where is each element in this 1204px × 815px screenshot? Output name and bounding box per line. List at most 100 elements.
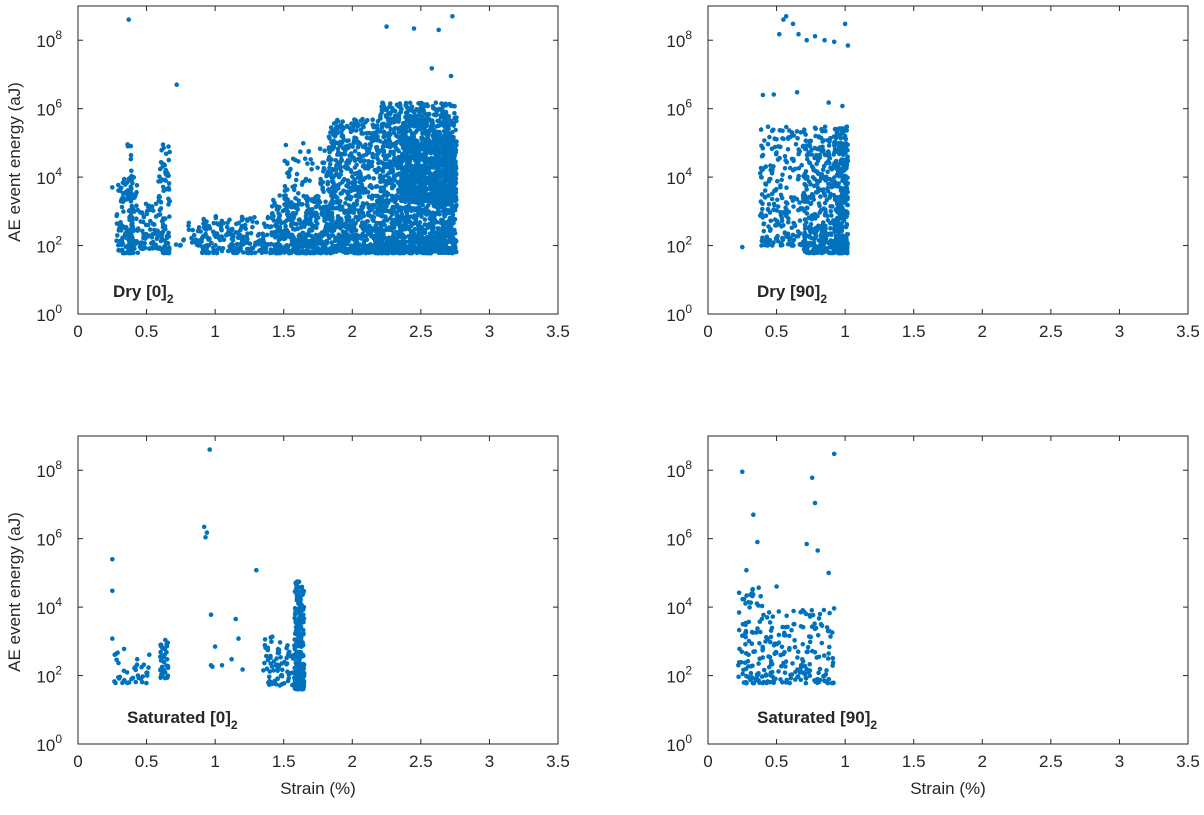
data-point	[387, 209, 393, 215]
data-point	[453, 188, 458, 193]
data-point	[825, 186, 830, 191]
data-point	[453, 127, 458, 133]
data-point	[255, 233, 261, 238]
data-point	[340, 119, 346, 124]
data-point	[141, 214, 147, 220]
data-point	[163, 168, 169, 174]
data-point	[134, 203, 139, 208]
data-point	[196, 243, 201, 248]
data-point	[134, 216, 139, 221]
data-point	[802, 146, 808, 152]
data-point	[448, 185, 454, 190]
data-point	[284, 197, 289, 203]
data-point	[454, 115, 459, 120]
data-point	[448, 73, 454, 79]
data-point	[282, 183, 288, 189]
data-point	[135, 226, 141, 231]
data-point	[833, 158, 839, 164]
data-point	[416, 163, 422, 169]
data-point	[808, 222, 814, 227]
data-point	[345, 165, 351, 171]
data-points	[110, 13, 459, 256]
data-point	[763, 164, 769, 169]
data-point	[328, 170, 334, 176]
data-point	[237, 235, 242, 240]
data-point	[263, 245, 269, 251]
data-point	[301, 141, 306, 146]
data-point	[843, 136, 849, 142]
data-point	[387, 104, 392, 109]
data-point	[249, 245, 254, 251]
data-point	[407, 120, 413, 126]
data-point	[430, 146, 436, 151]
data-point	[410, 147, 416, 153]
data-point	[311, 199, 317, 205]
data-point	[374, 198, 380, 204]
data-point	[823, 128, 828, 134]
data-point	[357, 213, 362, 219]
data-point	[340, 229, 346, 234]
data-point	[450, 130, 455, 135]
data-point	[119, 185, 124, 191]
data-point	[838, 135, 844, 141]
data-point	[378, 224, 384, 229]
data-point	[380, 194, 385, 199]
data-point	[348, 228, 354, 234]
data-point	[344, 222, 349, 227]
data-point	[125, 232, 130, 238]
data-point	[356, 185, 362, 191]
data-point	[446, 126, 451, 131]
data-point	[360, 201, 366, 206]
data-point	[781, 17, 786, 22]
data-point	[334, 171, 339, 176]
data-point	[327, 161, 333, 167]
data-point	[247, 216, 253, 221]
y-axis-label: AE event energy (aJ)	[5, 82, 24, 242]
data-point	[140, 246, 145, 252]
data-point	[392, 249, 397, 254]
data-point	[177, 243, 183, 248]
y-tick-label: 108	[666, 28, 692, 51]
data-point	[352, 148, 358, 154]
data-point	[448, 238, 453, 244]
data-point	[203, 249, 209, 254]
data-point	[802, 217, 808, 222]
data-point	[838, 185, 843, 191]
data-point	[419, 152, 425, 158]
data-point	[134, 656, 140, 662]
data-point	[333, 200, 339, 205]
data-point	[303, 250, 309, 256]
data-point	[326, 207, 331, 212]
data-point	[814, 161, 819, 167]
data-point	[366, 210, 371, 216]
data-point	[794, 234, 799, 239]
data-point	[276, 211, 281, 216]
data-point	[380, 228, 385, 234]
data-point	[826, 143, 832, 148]
data-point	[299, 182, 305, 187]
data-point	[414, 179, 420, 184]
data-point	[372, 167, 378, 173]
data-point	[806, 142, 812, 148]
data-point	[115, 233, 120, 238]
data-point	[392, 155, 397, 161]
data-point	[424, 237, 430, 243]
data-point	[422, 217, 428, 222]
data-point	[378, 185, 383, 191]
data-point	[421, 131, 426, 136]
data-point	[138, 242, 144, 247]
data-point	[417, 170, 423, 175]
data-point	[374, 138, 379, 143]
data-point	[146, 665, 151, 670]
data-point	[445, 207, 451, 213]
data-point	[360, 164, 366, 169]
data-point	[803, 138, 809, 143]
data-point	[330, 179, 336, 184]
data-point	[794, 196, 800, 202]
data-point	[843, 163, 849, 168]
data-point	[822, 37, 827, 43]
data-point	[415, 227, 421, 232]
data-point	[398, 229, 404, 235]
x-tick-label: 1	[840, 322, 849, 341]
